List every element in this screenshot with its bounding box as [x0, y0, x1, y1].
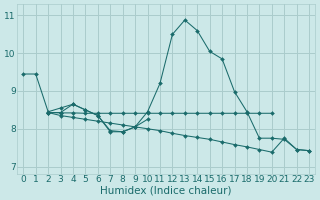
X-axis label: Humidex (Indice chaleur): Humidex (Indice chaleur): [100, 186, 232, 196]
